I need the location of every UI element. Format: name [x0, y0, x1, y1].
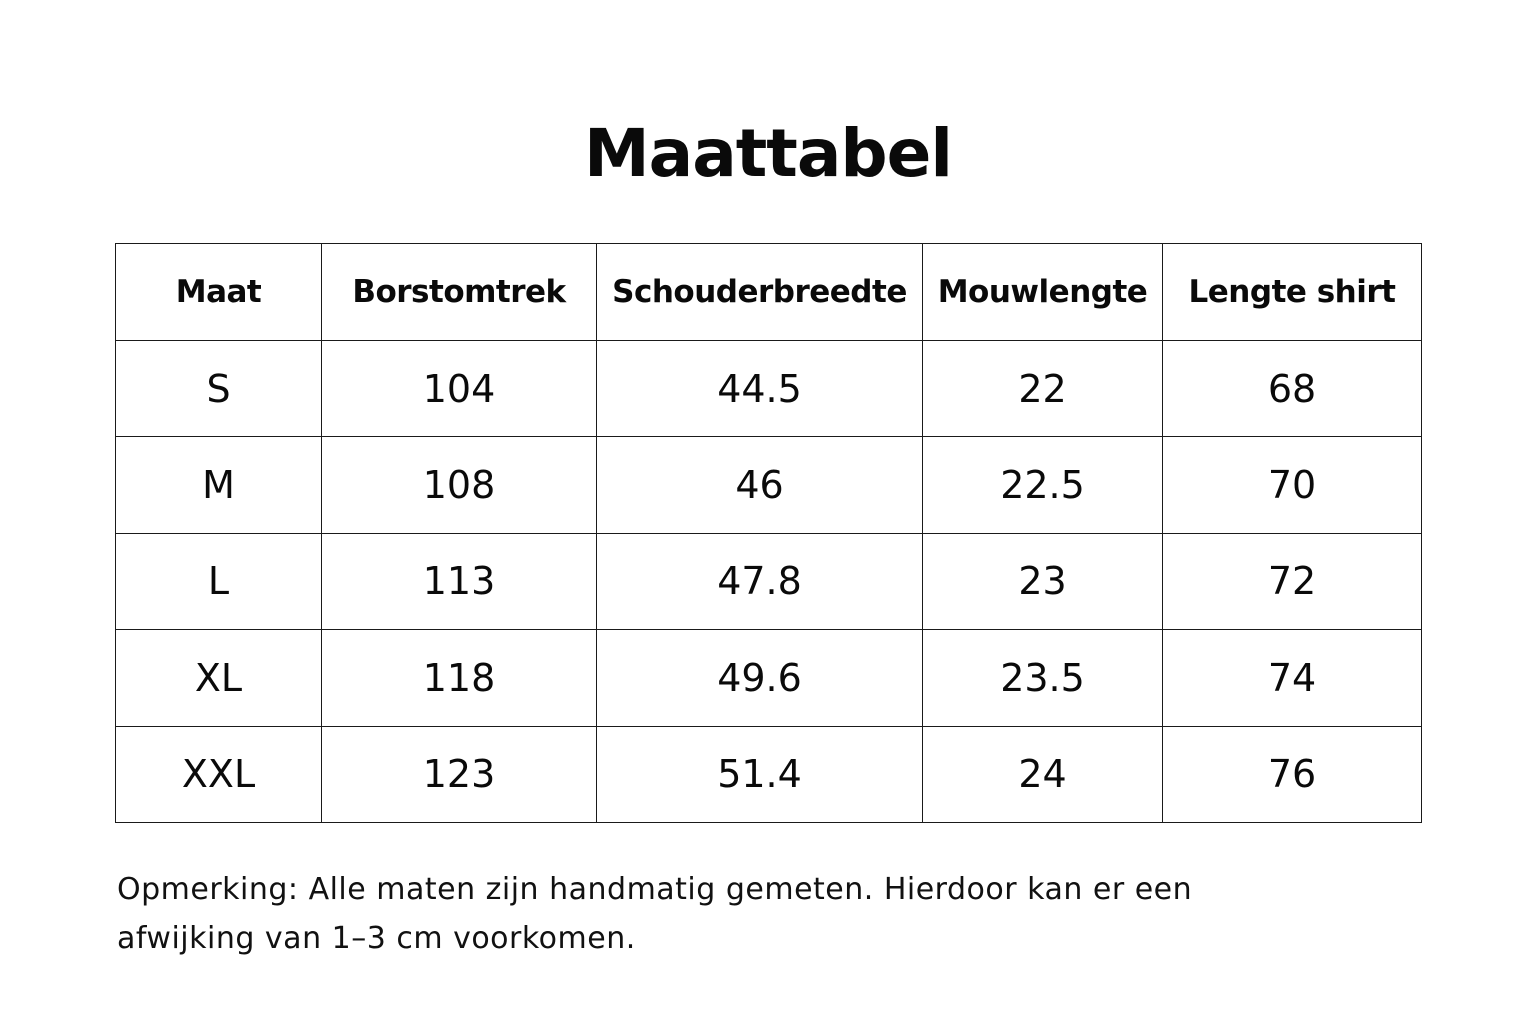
column-header-maat: Maat	[115, 243, 322, 341]
page-title: Maattabel	[583, 115, 953, 192]
table-cell: 76	[1162, 725, 1422, 824]
note-line-1: Opmerking: Alle maten zijn handmatig gem…	[117, 872, 1193, 907]
table-row: XL 118 49.6 23.5 74	[115, 629, 1422, 727]
measurement-note: Opmerking: Alle maten zijn handmatig gem…	[117, 865, 1417, 963]
column-header-mouwlengte: Mouwlengte	[922, 243, 1163, 341]
table-cell: 74	[1162, 629, 1422, 727]
table-cell: 123	[321, 725, 597, 824]
table-cell: 72	[1162, 532, 1422, 631]
table-cell: 47.8	[596, 532, 923, 631]
table-cell: 108	[321, 436, 597, 534]
table-row: XXL 123 51.4 24 76	[115, 725, 1422, 824]
column-header-borstomtrek: Borstomtrek	[321, 243, 597, 341]
note-line-2: afwijking van 1–3 cm voorkomen.	[117, 921, 636, 956]
table-cell: 22.5	[922, 436, 1163, 534]
table-cell: 23	[922, 532, 1163, 631]
column-header-lengte-shirt: Lengte shirt	[1162, 243, 1422, 341]
column-header-schouderbreedte: Schouderbreedte	[596, 243, 923, 341]
table-cell: 104	[321, 339, 597, 438]
table-cell-size: L	[115, 532, 322, 631]
table-header-row: Maat Borstomtrek Schouderbreedte Mouwlen…	[115, 243, 1422, 341]
table-row: L 113 47.8 23 72	[115, 532, 1422, 631]
table-row: M 108 46 22.5 70	[115, 436, 1422, 534]
table-cell: 68	[1162, 339, 1422, 438]
table-cell: 24	[922, 725, 1163, 824]
table-cell: 23.5	[922, 629, 1163, 727]
table-cell-size: M	[115, 436, 322, 534]
table-cell: 49.6	[596, 629, 923, 727]
table-cell-size: S	[115, 339, 322, 438]
table-cell: 118	[321, 629, 597, 727]
table-cell-size: XXL	[115, 725, 322, 824]
table-cell: 113	[321, 532, 597, 631]
table-cell: 70	[1162, 436, 1422, 534]
table-row: S 104 44.5 22 68	[115, 339, 1422, 438]
size-table: Maat Borstomtrek Schouderbreedte Mouwlen…	[115, 243, 1422, 824]
table-cell-size: XL	[115, 629, 322, 727]
table-cell: 44.5	[596, 339, 923, 438]
table-cell: 46	[596, 436, 923, 534]
table-cell: 51.4	[596, 725, 923, 824]
table-cell: 22	[922, 339, 1163, 438]
